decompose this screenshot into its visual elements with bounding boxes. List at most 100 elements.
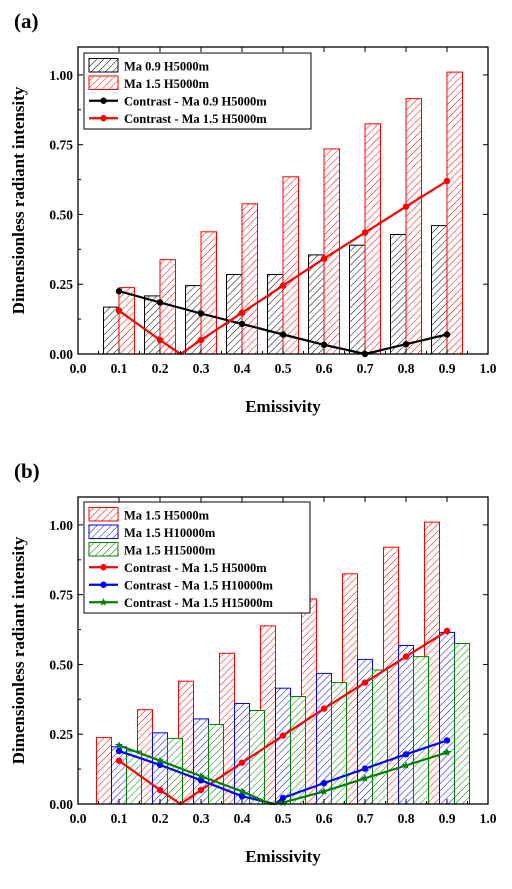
point-contrast-ma-1-5-h5000m-0	[115, 307, 123, 314]
y-tick-label: 0.00	[49, 797, 73, 812]
point-contrast-ma-1-5-h5000m-9	[443, 177, 451, 185]
point-contrast-ma-0-9-h5000m-1	[156, 299, 164, 306]
bar-ma-0-9-h5000m-7	[390, 234, 407, 355]
legend-marker	[99, 598, 108, 606]
legend-swatch-ma-1-5-h10000m	[88, 524, 119, 539]
legend-marker	[100, 97, 107, 104]
point-contrast-ma-1-5-h10000m-9	[443, 737, 451, 744]
x-tick-label: 0.8	[398, 361, 415, 376]
bar-ma-1-5-h5000m-4	[282, 176, 299, 355]
bar-ma-0-9-h5000m-1	[144, 295, 161, 355]
point-contrast-ma-1-5-h5000m-3	[197, 786, 205, 794]
point-contrast-ma-0-9-h5000m-3	[238, 320, 246, 328]
bar-ma-1-5-h10000m-4	[275, 687, 291, 805]
bar-ma-0-9-h5000m-0	[103, 306, 120, 355]
point-contrast-ma-0-9-h5000m-5	[320, 341, 328, 348]
bar-ma-1-5-h15000m-7	[413, 656, 429, 805]
legend-label-contrast-ma-1-5-h15000m: Contrast - Ma 1.5 H15000m	[124, 596, 274, 610]
legend-swatch-ma-1-5-h15000m	[88, 542, 119, 557]
bar-ma-1-5-h5000m-7	[405, 98, 422, 355]
legend-label-contrast-ma-1-5-h5000m: Contrast - Ma 1.5 H5000m	[124, 561, 267, 575]
point-contrast-ma-1-5-h15000m-1	[156, 756, 164, 765]
point-contrast-ma-1-5-h15000m-9	[443, 748, 451, 756]
legend-box	[83, 52, 312, 130]
legend-marker	[100, 581, 107, 588]
point-contrast-ma-1-5-h5000m-7	[361, 229, 369, 236]
point-contrast-ma-0-9-h5000m-0	[115, 288, 123, 295]
bar-ma-1-5-h15000m-4	[290, 696, 306, 805]
point-contrast-ma-1-5-h5000m-1	[156, 336, 164, 344]
x-tick-label: 0.4	[234, 811, 251, 826]
y-tick-label: 0.50	[49, 657, 73, 672]
point-contrast-ma-1-5-h10000m-7	[361, 765, 369, 772]
x-tick-label: 0.0	[70, 811, 87, 826]
legend-swatch-ma-1-5-h5000m	[88, 75, 119, 90]
point-contrast-ma-1-5-h15000m-3	[238, 787, 246, 795]
y-tick-label: 1.00	[49, 518, 73, 533]
bar-ma-1-5-h10000m-0	[111, 746, 127, 805]
point-contrast-ma-0-9-h5000m-8	[443, 331, 451, 338]
x-tick-label: 0.7	[357, 811, 374, 826]
y-tick-label: 1.00	[49, 68, 73, 83]
x-tick-label: 0.5	[275, 361, 292, 376]
point-contrast-ma-0-9-h5000m-4	[279, 331, 287, 338]
point-contrast-ma-1-5-h5000m-8	[402, 653, 410, 660]
legend-label-contrast-ma-0-9-h5000m: Contrast - Ma 0.9 H5000m	[124, 94, 267, 108]
bar-ma-1-5-h10000m-8	[439, 631, 455, 805]
legend-label-contrast-ma-1-5-h10000m: Contrast - Ma 1.5 H10000m	[124, 578, 274, 592]
legend-marker	[100, 564, 107, 571]
x-tick-label: 0.0	[70, 361, 87, 376]
point-contrast-ma-1-5-h5000m-4	[238, 309, 246, 316]
y-tick-label: 0.50	[49, 207, 73, 222]
legend-swatch-ma-0-9-h5000m	[88, 58, 119, 73]
bar-ma-1-5-h5000m-6	[364, 123, 381, 355]
x-tick-label: 0.6	[316, 811, 333, 826]
x-tick-label: 0.9	[439, 811, 456, 826]
point-contrast-ma-0-9-h5000m-2	[197, 310, 205, 317]
bar-ma-1-5-h15000m-2	[208, 724, 224, 805]
legend-marker	[100, 115, 107, 122]
point-contrast-ma-1-5-h10000m-6	[320, 779, 328, 787]
bar-ma-1-5-h5000m-0	[96, 737, 112, 805]
legend-label-ma-1-5-h10000m: Ma 1.5 H10000m	[124, 526, 216, 540]
legend-label-ma-1-5-h15000m: Ma 1.5 H15000m	[124, 543, 216, 557]
y-tick-label: 0.75	[49, 588, 73, 603]
x-tick-label: 0.5	[275, 811, 292, 826]
point-contrast-ma-1-5-h10000m-5	[279, 794, 287, 802]
x-tick-label: 0.4	[234, 361, 251, 376]
point-contrast-ma-1-5-h15000m-2	[197, 771, 205, 780]
point-contrast-ma-1-5-h5000m-4	[238, 759, 246, 766]
bar-ma-0-9-h5000m-6	[349, 244, 366, 355]
bar-ma-1-5-h15000m-8	[454, 643, 470, 805]
x-tick-label: 1.0	[480, 811, 497, 826]
x-tick-label: 0.8	[398, 811, 415, 826]
line-contrast-ma-1-5-h5000m	[118, 180, 448, 356]
panel-label: (a)	[14, 9, 39, 33]
panel-label: (b)	[14, 459, 40, 483]
bar-ma-1-5-h5000m-3	[241, 203, 258, 355]
x-axis-label: Emissivity	[245, 397, 321, 416]
x-tick-label: 0.3	[193, 361, 210, 376]
x-tick-label: 0.1	[111, 361, 128, 376]
point-contrast-ma-1-5-h15000m-0	[115, 741, 123, 749]
point-contrast-ma-1-5-h5000m-6	[320, 705, 328, 712]
point-contrast-ma-1-5-h5000m-3	[197, 336, 205, 344]
point-contrast-ma-1-5-h10000m-3	[238, 793, 246, 800]
line-contrast-ma-1-5-h10000m	[118, 739, 448, 806]
point-contrast-ma-1-5-h5000m-5	[279, 732, 287, 739]
x-tick-label: 0.2	[152, 361, 169, 376]
legend-label-contrast-ma-1-5-h5000m: Contrast - Ma 1.5 H5000m	[124, 112, 267, 126]
bar-ma-1-5-h10000m-7	[398, 645, 414, 805]
point-contrast-ma-1-5-h15000m-8	[402, 761, 410, 769]
legend-label-ma-1-5-h5000m: Ma 1.5 H5000m	[124, 77, 210, 91]
bar-ma-0-9-h5000m-5	[308, 254, 325, 355]
y-tick-label: 0.25	[49, 727, 73, 742]
point-contrast-ma-1-5-h5000m-9	[443, 627, 451, 635]
x-axis-label: Emissivity	[245, 847, 321, 866]
x-tick-label: 0.9	[439, 361, 456, 376]
x-tick-label: 0.7	[357, 361, 374, 376]
chart-panel-b: (b) 0.0 0.1 0.2 0.3 0.4 0.5 0.6 0.7 0.8 0.9 1.0 0.00…	[9, 459, 497, 866]
point-contrast-ma-1-5-h10000m-8	[402, 751, 410, 758]
x-tick-label: 0.2	[152, 811, 169, 826]
